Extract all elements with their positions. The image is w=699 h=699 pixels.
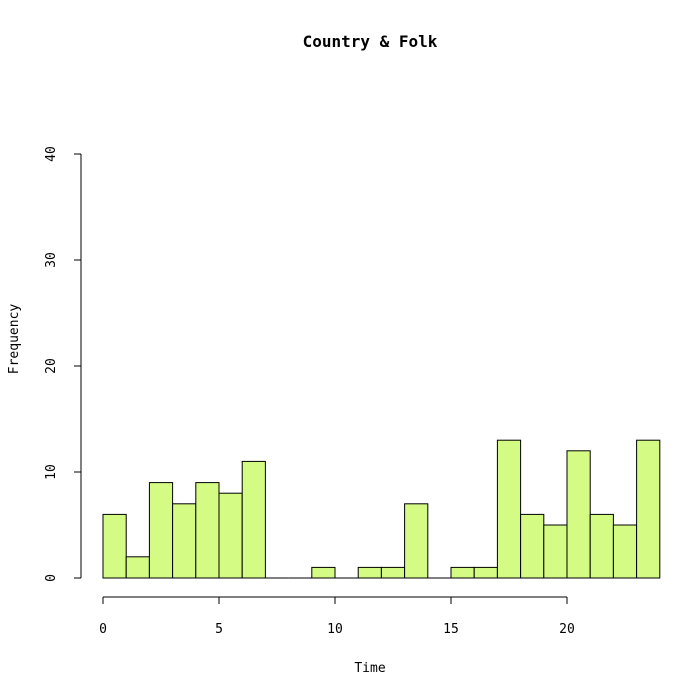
histogram-bar <box>380 566 406 579</box>
y-tick-label: 10 <box>44 464 59 480</box>
x-tick-label: 0 <box>99 622 107 637</box>
x-tick-label: 5 <box>215 622 223 637</box>
histogram-bar <box>102 513 127 579</box>
x-tick-label: 20 <box>559 622 575 637</box>
histogram-bar <box>612 524 638 579</box>
x-axis-label: Time <box>354 661 385 676</box>
y-tick-label: 30 <box>44 252 59 268</box>
y-axis: 0 10 20 30 40 <box>44 146 82 582</box>
histogram-bar <box>636 439 661 579</box>
y-tick-label: 40 <box>44 146 59 162</box>
histogram-bar <box>195 482 220 579</box>
histogram-bar <box>311 566 336 579</box>
histogram-bar <box>543 524 568 579</box>
x-tick-label: 15 <box>443 622 459 637</box>
histogram-bar <box>125 556 150 579</box>
bars-group <box>102 439 661 579</box>
histogram-bar <box>148 482 174 579</box>
histogram-bar <box>404 503 429 579</box>
histogram-bar <box>172 503 197 579</box>
histogram-bar <box>218 492 243 579</box>
histogram-bar <box>496 439 522 579</box>
histogram-bar <box>357 566 382 579</box>
chart-title: Country & Folk <box>303 32 438 51</box>
histogram-bar <box>589 513 614 579</box>
x-axis: 0 5 10 15 20 <box>99 596 575 637</box>
y-tick-label: 0 <box>44 574 59 582</box>
y-axis-label: Frequency <box>7 304 22 375</box>
histogram-bar <box>241 460 266 579</box>
histogram-bar <box>520 513 545 579</box>
histogram-bar <box>566 450 591 579</box>
histogram-bar <box>473 566 498 579</box>
histogram-bar <box>450 566 475 579</box>
x-tick-label: 10 <box>327 622 343 637</box>
y-tick-label: 20 <box>44 358 59 374</box>
